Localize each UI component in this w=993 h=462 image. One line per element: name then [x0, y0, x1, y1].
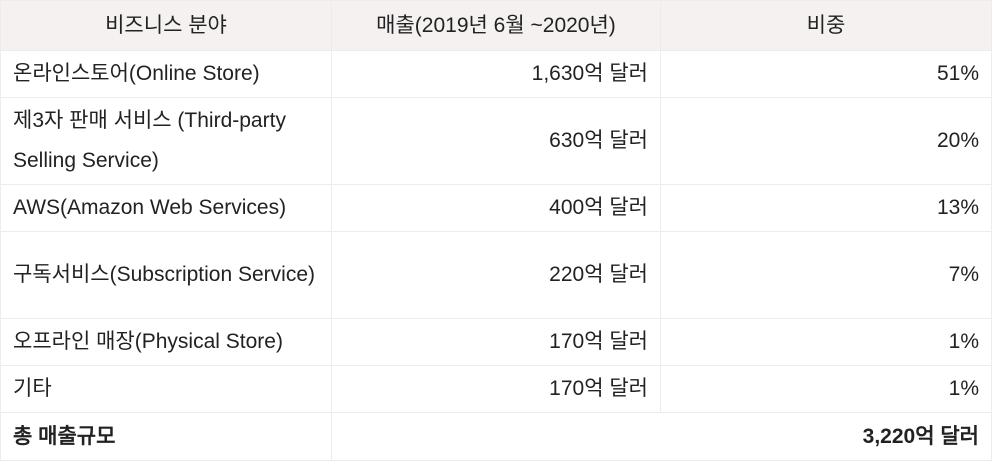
total-row: 총 매출규모 3,220억 달러 [0, 412, 992, 461]
revenue-cell: 170억 달러 [331, 365, 661, 413]
table-row: AWS(Amazon Web Services) 400억 달러 13% [0, 184, 992, 232]
share-cell: 1% [660, 318, 992, 366]
header-share: 비중 [660, 0, 992, 51]
share-cell: 51% [660, 50, 992, 98]
field-cell: 오프라인 매장(Physical Store) [0, 318, 332, 366]
table-row: 구독서비스(Subscription Service) 220억 달러 7% [0, 231, 992, 319]
share-cell: 1% [660, 365, 992, 413]
header-row: 비즈니스 분야 매출(2019년 6월 ~2020년) 비중 [0, 0, 992, 51]
total-value: 3,220억 달러 [331, 412, 992, 461]
field-cell: AWS(Amazon Web Services) [0, 184, 332, 232]
table-row: 오프라인 매장(Physical Store) 170억 달러 1% [0, 318, 992, 366]
total-label: 총 매출규모 [0, 412, 332, 461]
revenue-cell: 1,630억 달러 [331, 50, 661, 98]
header-field: 비즈니스 분야 [0, 0, 332, 51]
field-cell: 제3자 판매 서비스 (Third-party Selling Service) [0, 97, 332, 185]
field-cell: 구독서비스(Subscription Service) [0, 231, 332, 319]
table-row: 제3자 판매 서비스 (Third-party Selling Service)… [0, 97, 992, 185]
revenue-cell: 400억 달러 [331, 184, 661, 232]
revenue-cell: 220억 달러 [331, 231, 661, 319]
field-cell: 온라인스토어(Online Store) [0, 50, 332, 98]
header-revenue: 매출(2019년 6월 ~2020년) [331, 0, 661, 51]
table-row: 온라인스토어(Online Store) 1,630억 달러 51% [0, 50, 992, 98]
revenue-cell: 630억 달러 [331, 97, 661, 185]
share-cell: 13% [660, 184, 992, 232]
table-row: 기타 170억 달러 1% [0, 365, 992, 413]
share-cell: 20% [660, 97, 992, 185]
revenue-cell: 170억 달러 [331, 318, 661, 366]
field-cell: 기타 [0, 365, 332, 413]
share-cell: 7% [660, 231, 992, 319]
